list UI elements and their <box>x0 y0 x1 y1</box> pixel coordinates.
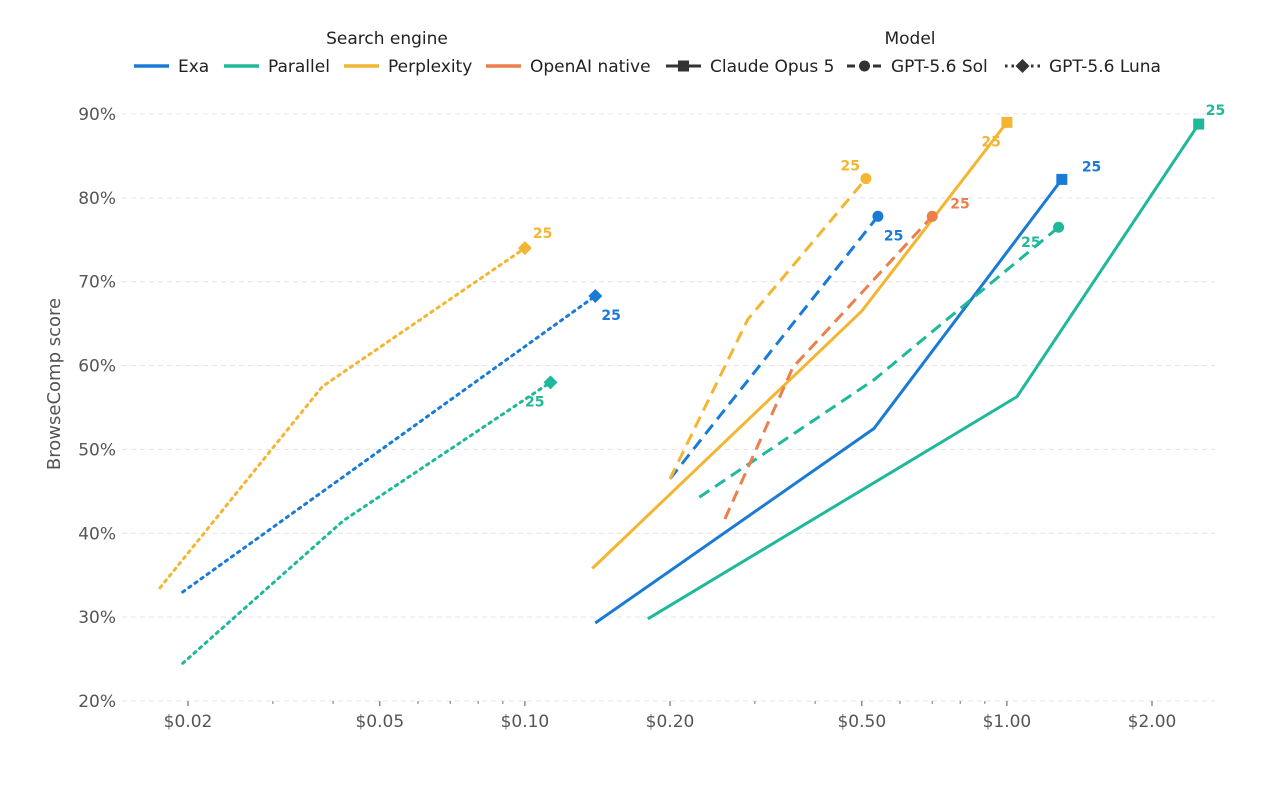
legend-label: Parallel <box>268 57 330 77</box>
series-end-marker <box>1056 173 1068 185</box>
series-end-marker <box>860 173 872 185</box>
y-tick-label: 70% <box>78 273 116 293</box>
legend-marker <box>1015 59 1030 73</box>
series-line-parallel-claude-opus-5 <box>647 123 1200 621</box>
x-axis: $0.02 $0.05 $0.10 $0.20 $0.50 $1.00 $2.00 <box>164 701 1177 732</box>
y-tick-label: 60% <box>78 357 116 377</box>
end-label: 25 <box>1082 159 1101 175</box>
series-line-exa-claude-opus-5 <box>594 178 1063 625</box>
series-end-marker <box>1193 118 1205 130</box>
legend-title-model: Model <box>884 29 935 49</box>
y-axis-title: BrowseComp score <box>44 298 65 470</box>
x-tick-label: $0.02 <box>164 712 213 732</box>
series-line-exa-gpt-5-6-sol <box>668 215 880 480</box>
y-tick-label: 80% <box>78 189 116 209</box>
series-end-marker <box>1053 221 1065 233</box>
series-line-perplexity-claude-opus-5 <box>591 121 1009 570</box>
y-tick-label: 20% <box>78 692 116 712</box>
series-line-exa-gpt-5-6-luna <box>181 294 597 594</box>
legend-label: OpenAI native <box>530 57 651 77</box>
legend-marker <box>678 60 689 72</box>
x-tick-label: $0.05 <box>355 712 404 732</box>
end-label: 25 <box>840 159 859 175</box>
legend-marker <box>859 60 870 72</box>
end-label: 25 <box>981 134 1000 150</box>
x-tick-label: $1.00 <box>983 712 1032 732</box>
series-line-parallel-gpt-5-6-luna <box>181 380 552 665</box>
legend-label: Exa <box>178 57 209 77</box>
gridlines <box>122 113 1215 702</box>
legend: Search engine Model Exa Parallel Perplexity O… <box>134 29 1161 77</box>
y-tick-label: 90% <box>78 105 116 125</box>
end-labels: 25 25 25 25 25 25 25 25 25 25 <box>525 103 1225 410</box>
series-line-perplexity-gpt-5-6-sol <box>668 177 868 480</box>
legend-label: Claude Opus 5 <box>710 57 834 77</box>
series-end-marker <box>872 210 884 222</box>
legend-label: GPT-5.6 Luna <box>1049 57 1161 77</box>
series-end-marker <box>926 210 938 222</box>
end-label: 25 <box>884 228 903 244</box>
x-tick-label: $2.00 <box>1128 712 1177 732</box>
x-tick-label: $0.20 <box>646 712 695 732</box>
series-end-marker <box>517 241 532 256</box>
y-tick-label: 40% <box>78 524 116 544</box>
series-line-parallel-gpt-5-6-sol <box>698 226 1060 499</box>
series-end-marker <box>1001 116 1013 128</box>
y-tick-label: 30% <box>78 608 116 628</box>
end-label: 25 <box>1206 103 1225 119</box>
y-tick-label: 50% <box>78 440 116 460</box>
series-end-marker <box>588 288 603 303</box>
end-label: 25 <box>601 308 620 324</box>
legend-label: GPT-5.6 Sol <box>891 57 988 77</box>
legend-label: Perplexity <box>388 57 472 77</box>
plot-area <box>158 116 1205 665</box>
end-label: 25 <box>1021 235 1040 251</box>
series-end-marker <box>543 375 558 390</box>
series-line-perplexity-gpt-5-6-luna <box>158 246 527 590</box>
end-label: 25 <box>525 394 544 410</box>
y-axis: 20% 30% 40% 50% 60% 70% 80% 90% <box>78 105 116 712</box>
x-tick-label: $0.10 <box>501 712 550 732</box>
end-label: 25 <box>533 226 552 242</box>
x-tick-label: $0.50 <box>837 712 886 732</box>
legend-title-engine: Search engine <box>326 29 448 49</box>
end-label: 25 <box>950 196 969 212</box>
